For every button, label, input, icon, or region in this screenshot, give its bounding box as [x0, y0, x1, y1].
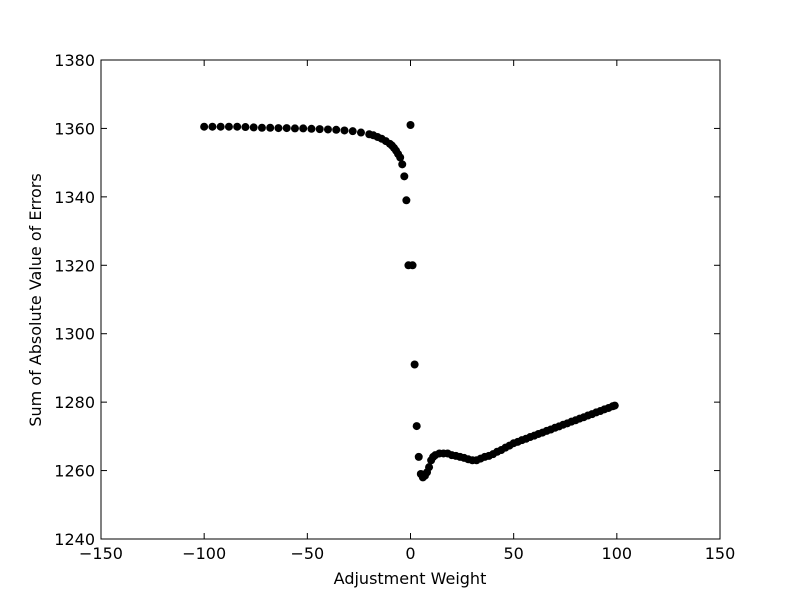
point [282, 124, 291, 133]
y-axis-label: Sum of Absolute Value of Errors [26, 173, 45, 426]
point [402, 196, 411, 205]
plot-frame [100, 59, 721, 540]
point [274, 124, 283, 133]
y-tick-label: 1260 [54, 462, 95, 481]
point [315, 125, 324, 134]
y-tick-label: 1300 [54, 325, 95, 344]
point [332, 125, 341, 134]
point [610, 401, 619, 410]
x-tick-label: 50 [503, 544, 523, 563]
point [299, 124, 308, 133]
x-axis-label: Adjustment Weight [334, 569, 487, 588]
point [340, 126, 349, 135]
y-tick-label: 1320 [54, 256, 95, 275]
y-tick-label: 1340 [54, 188, 95, 207]
x-tick-label: −50 [290, 544, 324, 563]
point [216, 122, 225, 131]
point [241, 123, 250, 132]
point [307, 124, 316, 133]
point [398, 160, 407, 169]
point [414, 452, 423, 461]
point [410, 360, 419, 369]
point [257, 123, 266, 132]
point [208, 122, 217, 131]
x-tick-label: 0 [405, 544, 415, 563]
point [425, 463, 434, 472]
x-tick-label: −100 [182, 544, 226, 563]
point [224, 122, 233, 131]
point [348, 127, 357, 136]
point [412, 422, 421, 431]
point [396, 153, 405, 162]
y-tick-label: 1280 [54, 393, 95, 412]
x-tick-label: −150 [79, 544, 123, 563]
y-tick-label: 1380 [54, 51, 95, 70]
point [249, 123, 258, 132]
x-tick-label: 150 [705, 544, 736, 563]
point [356, 128, 365, 137]
point [400, 172, 409, 181]
point [408, 261, 417, 270]
point [290, 124, 299, 133]
point [200, 122, 209, 131]
point [323, 125, 332, 134]
x-tick-label: 100 [602, 544, 633, 563]
point [266, 123, 275, 132]
point [406, 121, 415, 130]
point [233, 122, 242, 131]
y-tick-label: 1240 [54, 530, 95, 549]
y-tick-label: 1360 [54, 119, 95, 138]
